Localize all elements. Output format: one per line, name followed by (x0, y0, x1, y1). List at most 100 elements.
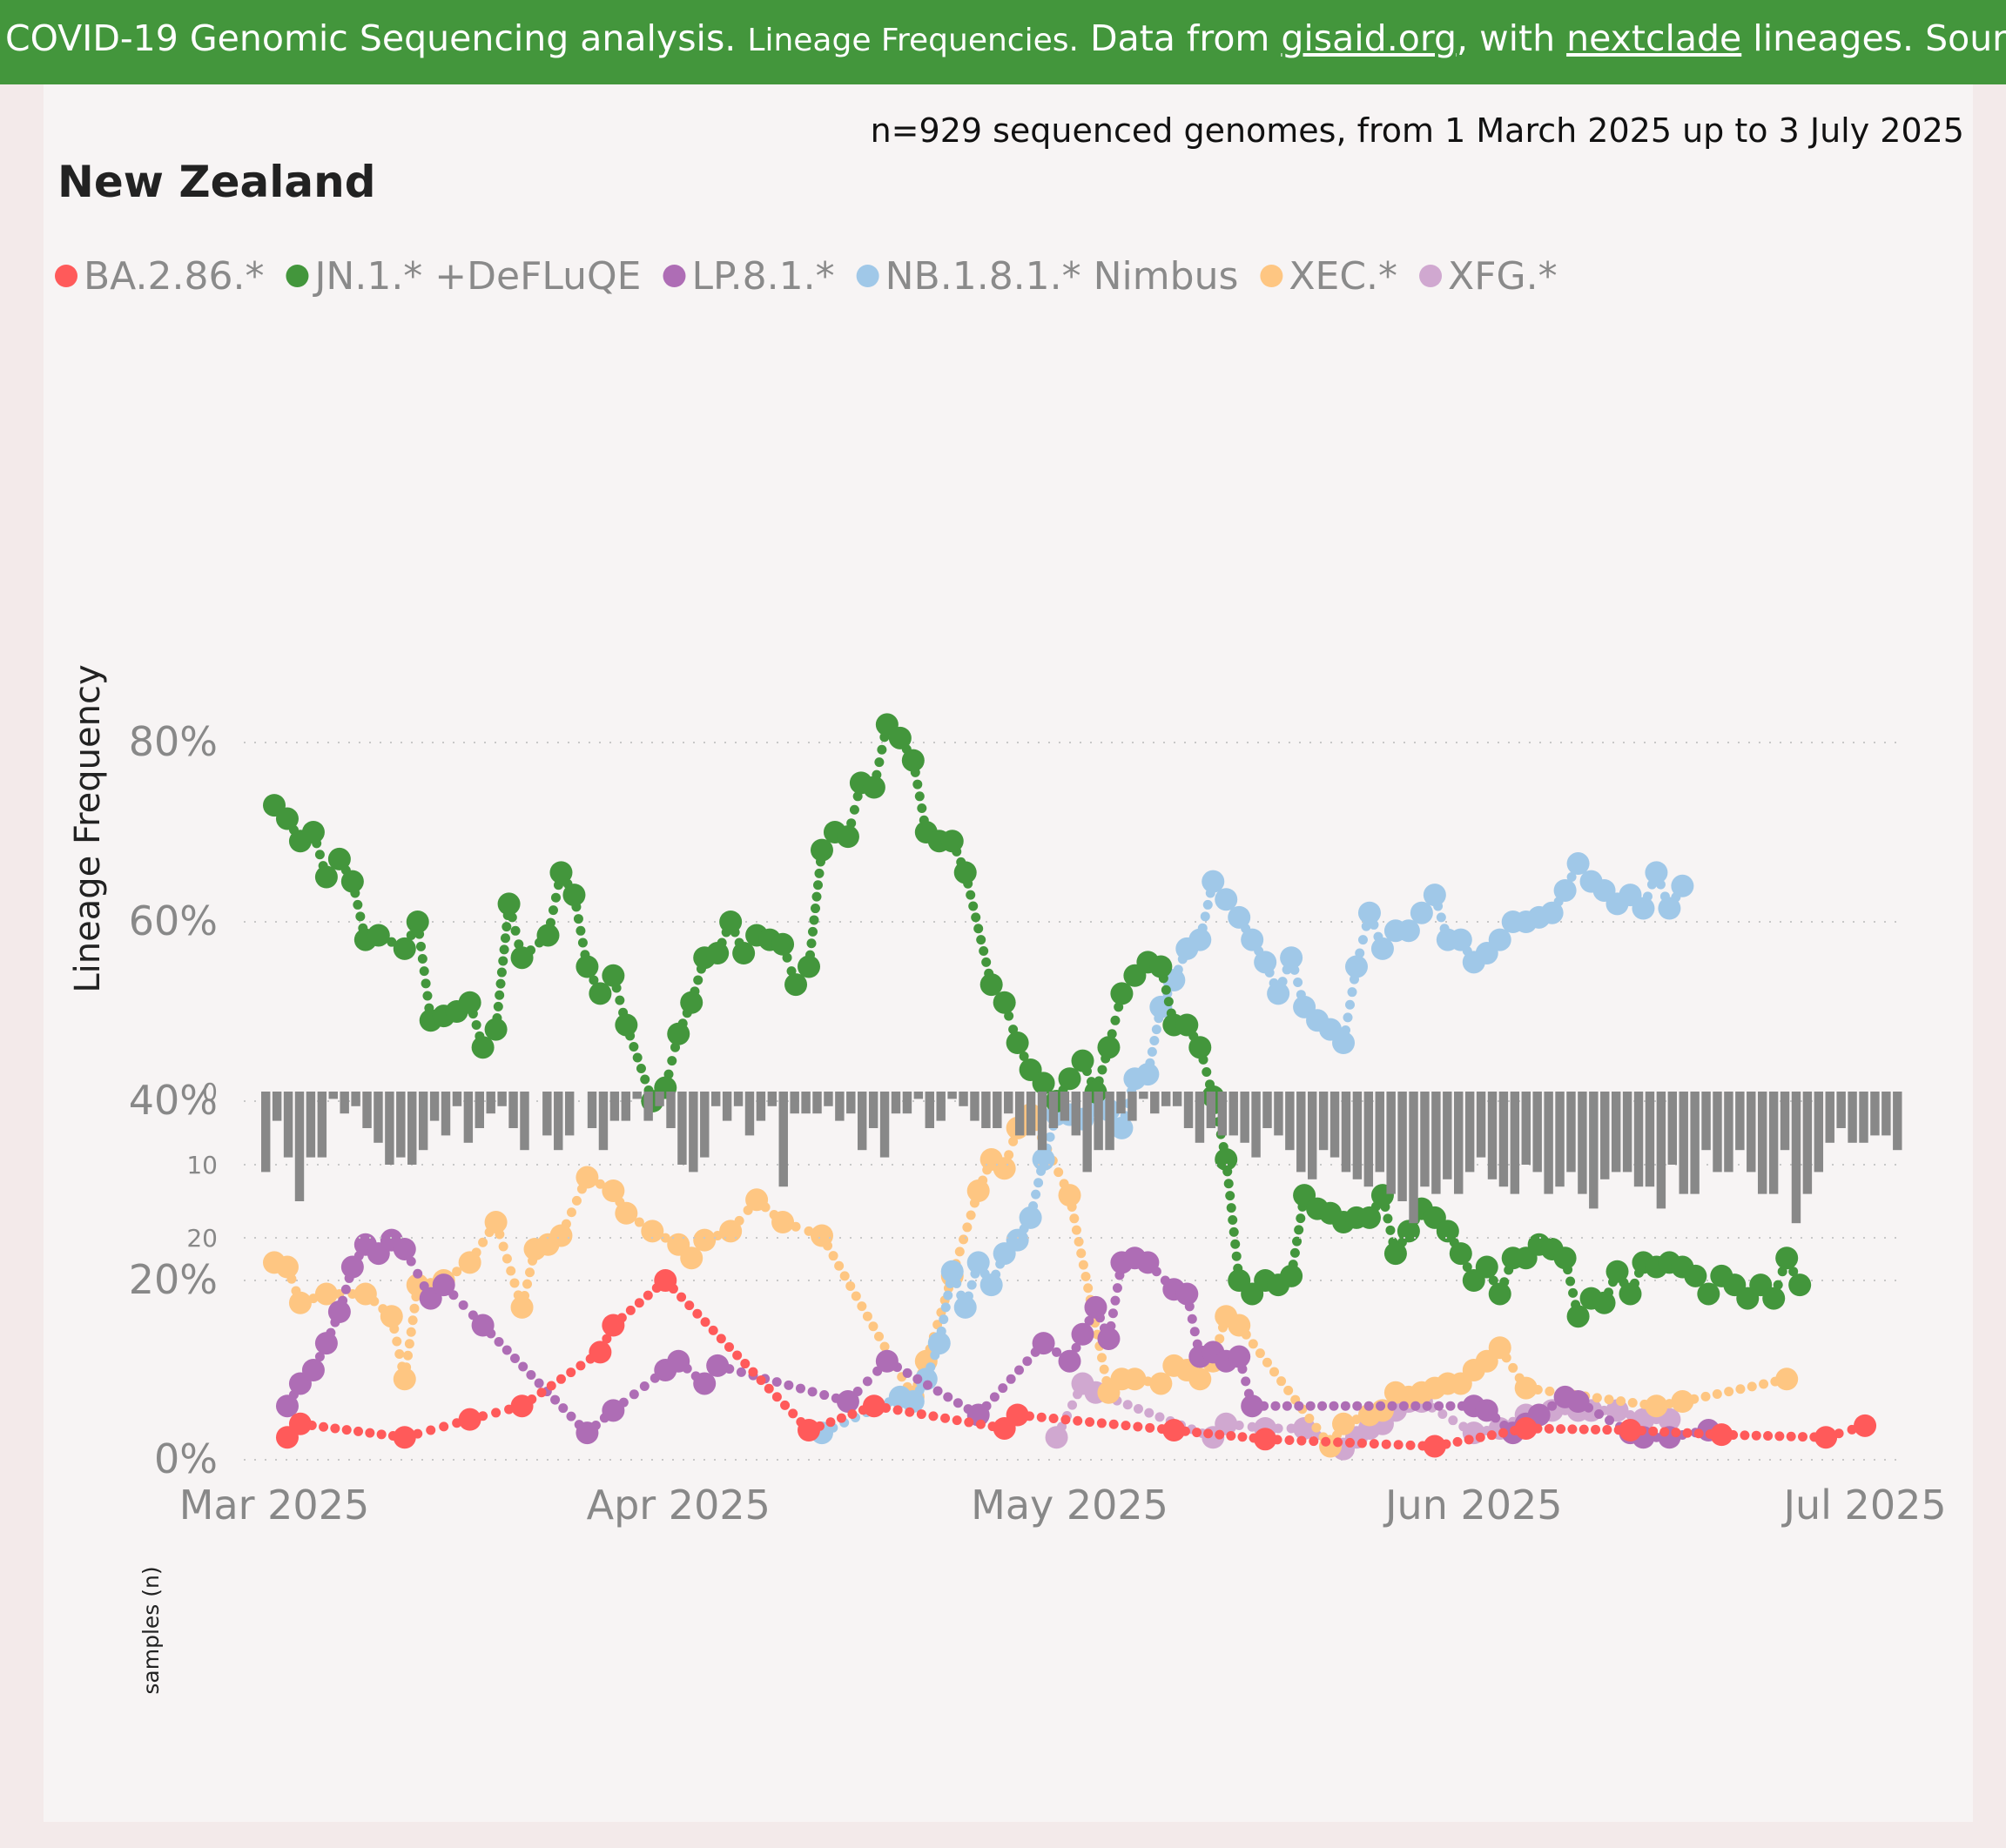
samples-bar (1622, 1092, 1632, 1173)
legend-item-jn-1-defluqe: JN.1.* +DeFLuQE (286, 254, 641, 299)
gisaid-link[interactable]: gisaid.org (1281, 17, 1457, 59)
data-point (901, 749, 925, 772)
legend-marker-xec (1260, 265, 1283, 287)
data-point (1619, 1282, 1642, 1306)
data-point (1032, 1332, 1055, 1355)
samples-bar (970, 1092, 979, 1121)
legend-item-lp-8-1: LP.8.1.* (663, 254, 835, 299)
data-point (1097, 1327, 1121, 1350)
samples-bar (722, 1092, 732, 1121)
trend-dot (857, 1301, 867, 1312)
data-point (784, 973, 808, 997)
samples-bar (598, 1092, 609, 1151)
data-point (327, 847, 351, 870)
data-point (1188, 928, 1212, 951)
data-point (562, 884, 586, 907)
grid (244, 742, 1898, 1461)
data-point (1110, 982, 1134, 1005)
samples-bar (1139, 1092, 1148, 1099)
data-point (1632, 897, 1655, 920)
lineage-frequency-chart: n=929 sequenced genomes, from 1 March 20… (55, 111, 1964, 1695)
samples-bar (846, 1092, 856, 1114)
trend-dot (1445, 1401, 1456, 1411)
trend-dot (518, 1361, 528, 1372)
trend-dot (912, 779, 923, 790)
samples-bar (1262, 1092, 1272, 1128)
trend-dot (1078, 1260, 1088, 1270)
data-point (680, 991, 703, 1014)
nextclade-link[interactable]: nextclade (1566, 17, 1742, 59)
trend-dot (834, 1260, 845, 1271)
trend-dot (1226, 1203, 1236, 1213)
trend-dot (1270, 1401, 1281, 1411)
trend-dot (1202, 899, 1213, 910)
data-point (1775, 1368, 1799, 1391)
samples-bar (1409, 1092, 1418, 1224)
data-point (1149, 1372, 1173, 1395)
trend-dot (771, 1392, 782, 1402)
trend-dot (1282, 1401, 1292, 1411)
trend-dot (677, 1292, 687, 1302)
trend-dot (550, 892, 561, 903)
trend-dot (667, 1056, 677, 1066)
trend-dot (975, 1419, 986, 1429)
samples-bar (1566, 1092, 1576, 1173)
samples-bar (1172, 1092, 1182, 1106)
data-point (693, 1372, 717, 1395)
data-point (393, 1368, 416, 1391)
trend-dot (550, 1394, 561, 1405)
samples-bar (1071, 1092, 1080, 1136)
data-point (301, 1359, 325, 1381)
trend-dot (394, 1348, 405, 1359)
trend-dot (495, 990, 505, 1000)
data-point (1241, 928, 1264, 951)
data-point (1254, 1428, 1277, 1451)
trend-dot (1071, 1342, 1081, 1353)
samples-bar (801, 1092, 811, 1114)
trend-dot (1294, 1401, 1304, 1411)
samples-bar (1893, 1092, 1902, 1151)
data-point (1645, 1394, 1668, 1418)
data-point (810, 838, 833, 862)
trend-dot (1464, 1435, 1474, 1445)
trend-dot (1067, 1400, 1078, 1410)
samples-bar (913, 1092, 924, 1099)
trend-dot (1363, 1401, 1374, 1411)
trend-dot (1648, 1426, 1659, 1436)
trend-dot (1682, 1428, 1693, 1438)
trend-dot (1226, 1430, 1236, 1441)
trend-dot (1340, 1401, 1350, 1411)
trend-dot (1357, 935, 1368, 945)
legend-label-ba-2-86: BA.2.86.* (84, 254, 264, 299)
data-point (432, 1273, 455, 1297)
trend-dot (536, 1388, 547, 1398)
trend-dot (458, 1300, 468, 1310)
data-point (901, 1390, 925, 1414)
trend-dot (478, 1237, 488, 1247)
trend-dot (491, 1408, 502, 1418)
data-point (940, 1260, 964, 1283)
data-point (1383, 1242, 1407, 1266)
samples-bar (959, 1092, 968, 1106)
top-banner: COVID-19 Genomic Sequencing analysis. Li… (0, 0, 2006, 84)
trend-dot (353, 1426, 364, 1436)
data-point (810, 1224, 833, 1247)
data-point (1488, 928, 1511, 951)
trend-dot (419, 966, 429, 977)
trend-dot (973, 924, 984, 934)
trend-dot (1284, 1435, 1295, 1445)
chart-panel: n=929 sequenced genomes, from 1 March 20… (44, 84, 1973, 1822)
data-point (275, 1255, 299, 1279)
trend-dot (1452, 1436, 1463, 1447)
samples-bar (1747, 1092, 1756, 1173)
data-point (641, 1220, 664, 1243)
trend-dot (912, 1374, 923, 1384)
trend-dot (849, 804, 859, 815)
trend-dot (1544, 1423, 1554, 1434)
trend-dot (1398, 1401, 1409, 1411)
trend-dot (392, 1336, 402, 1347)
x-tick-label: Apr 2025 (587, 1482, 771, 1529)
samples-bar (1386, 1092, 1396, 1194)
samples-bar (1633, 1092, 1644, 1187)
samples-bar (294, 1092, 305, 1201)
